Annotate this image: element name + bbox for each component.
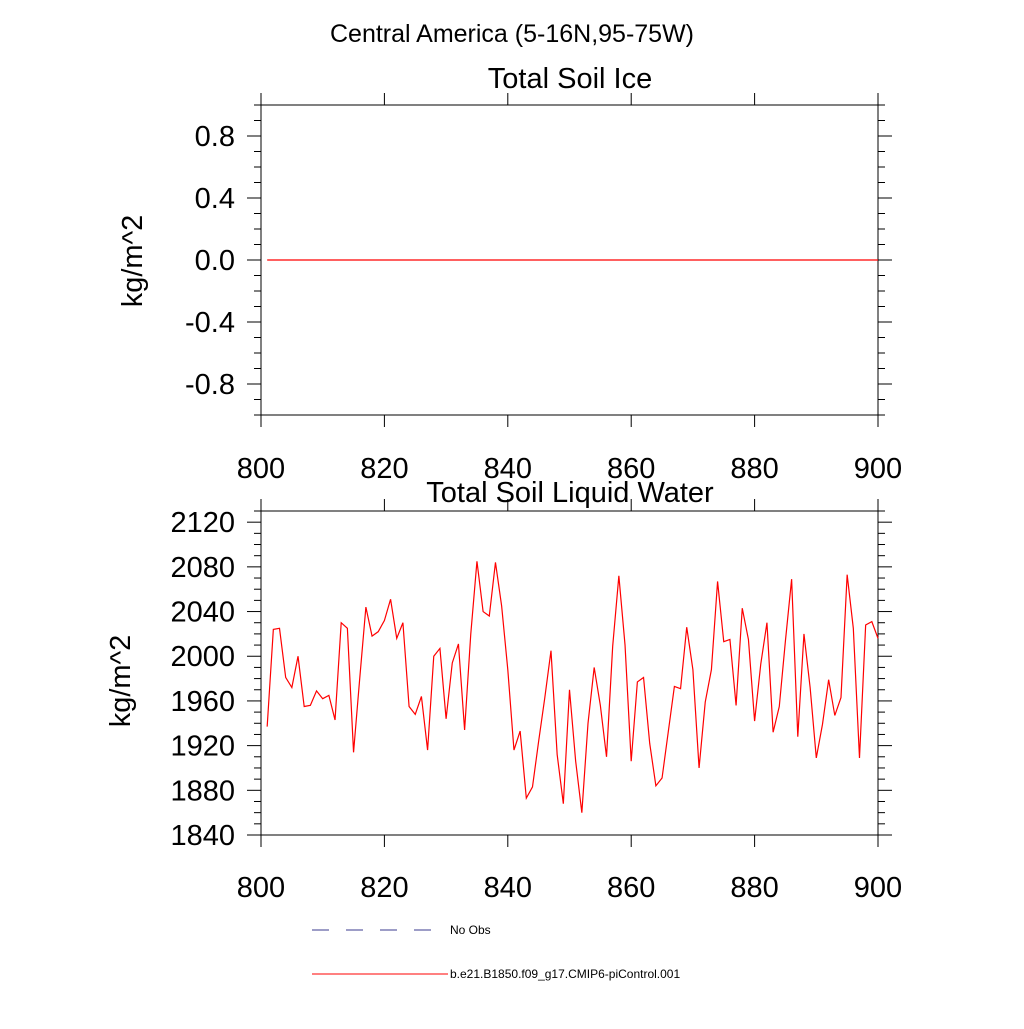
y-tick-label: 0.4: [195, 183, 235, 215]
x-tick-label: 800: [237, 453, 285, 485]
x-tick-label: 820: [360, 453, 408, 485]
y-tick-label: 2120: [170, 507, 235, 539]
legend-obs-label: No Obs: [450, 923, 491, 937]
y-tick-label: 2080: [170, 552, 235, 584]
plot-frame: [260, 510, 879, 836]
x-tick-label: 900: [854, 872, 902, 904]
x-tick-label: 860: [607, 872, 655, 904]
y-axis-label: kg/m^2: [117, 215, 149, 308]
axis-ticks: [247, 499, 892, 847]
x-tick-label: 840: [484, 453, 532, 485]
y-tick-label: -0.8: [185, 369, 235, 401]
x-tick-labels: 800 820 840 860 880 900: [237, 453, 902, 485]
x-tick-label: 800: [237, 872, 285, 904]
y-axis-label: kg/m^2: [105, 635, 137, 728]
x-tick-label: 880: [730, 453, 778, 485]
x-tick-label: 880: [730, 872, 778, 904]
series-line: [266, 561, 879, 813]
y-tick-label: 1920: [170, 731, 235, 763]
chart-panel-soil-liquid-water: Total Soil Liquid Water kg/m^2 184018801…: [105, 477, 902, 904]
legend: No Obs b.e21.B1850.f09_g17.CMIP6-piContr…: [312, 923, 680, 981]
chart-title: Total Soil Ice: [488, 63, 652, 95]
y-tick-label: -0.4: [185, 307, 235, 339]
series-marks: [266, 561, 879, 813]
y-tick-labels: -0.8 -0.4 0.0 0.4 0.8: [185, 121, 235, 401]
y-tick-label: 1960: [170, 686, 235, 718]
x-tick-labels: 800 820 840 860 880 900: [237, 872, 902, 904]
y-tick-labels: 1840 1880 1920 1960 2000 2040 2080 2120: [170, 507, 235, 852]
y-tick-label: 1880: [170, 775, 235, 807]
y-tick-label: 0.0: [195, 245, 235, 277]
y-tick-label: 2000: [170, 641, 235, 673]
axis-ticks: [247, 93, 892, 427]
chart-title: Total Soil Liquid Water: [426, 477, 714, 509]
x-tick-label: 900: [854, 453, 902, 485]
x-tick-label: 840: [484, 872, 532, 904]
y-tick-label: 0.8: [195, 121, 235, 153]
x-tick-label: 860: [607, 453, 655, 485]
chart-panel-soil-ice: Total Soil Ice kg/m^2 -0.8-0.40.00.40.8 …: [117, 63, 902, 485]
figure-title: Central America (5-16N,95-75W): [330, 20, 694, 48]
y-tick-label: 2040: [170, 597, 235, 629]
y-tick-label: 1840: [170, 820, 235, 852]
legend-model-label: b.e21.B1850.f09_g17.CMIP6-piControl.001: [450, 967, 680, 981]
x-tick-label: 820: [360, 872, 408, 904]
